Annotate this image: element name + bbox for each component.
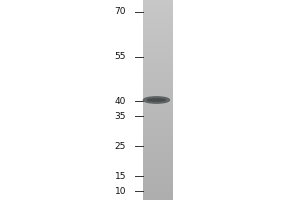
Text: 35: 35	[115, 112, 126, 121]
Text: 15: 15	[115, 172, 126, 181]
Text: 70: 70	[115, 7, 126, 16]
Ellipse shape	[147, 99, 166, 101]
Text: 10: 10	[115, 187, 126, 196]
Text: 55: 55	[115, 52, 126, 61]
Text: 25: 25	[115, 142, 126, 151]
Text: 40: 40	[115, 97, 126, 106]
Ellipse shape	[143, 97, 170, 103]
